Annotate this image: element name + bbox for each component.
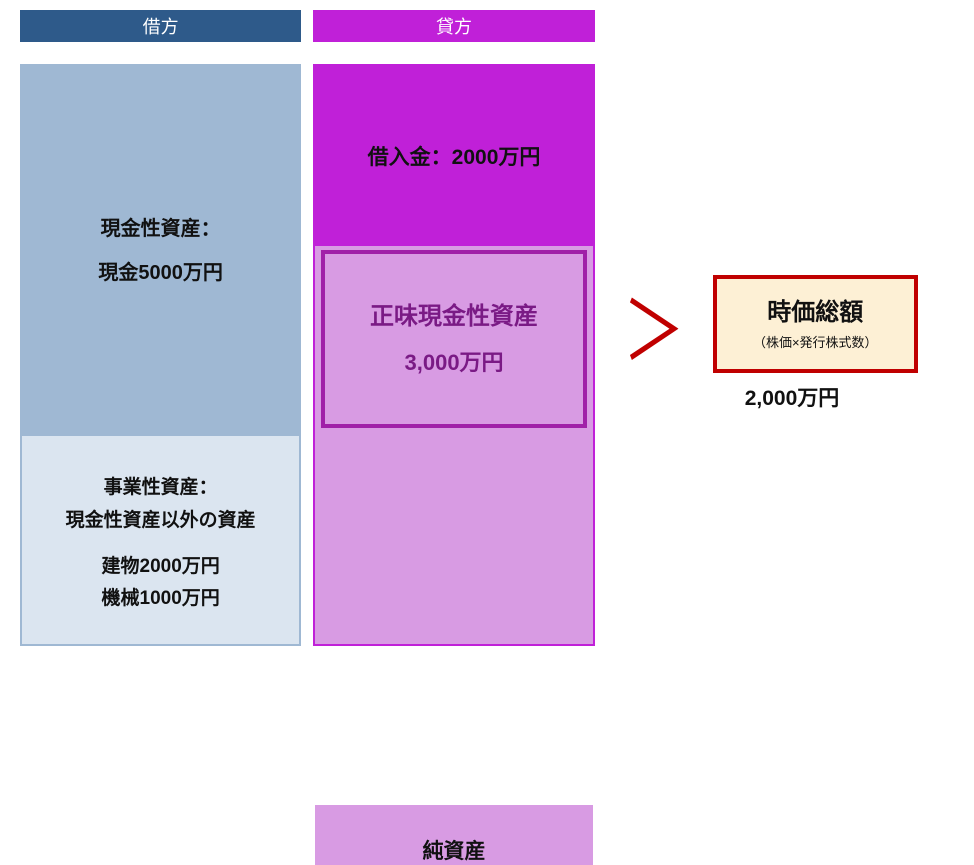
debit-body: 現金性資産： 現金5000万円 事業性資産： 現金性資産以外の資産 建物2000… <box>20 64 301 646</box>
greater-than-icon: ＞ <box>623 266 685 383</box>
right-column: ＞ 時価総額 （株価×発行株式数） 2,000万円 <box>605 10 954 646</box>
market-cap-box: 時価総額 （株価×発行株式数） <box>713 275 918 373</box>
market-cap-value: 2,000万円 <box>745 382 840 412</box>
debit-header: 借方 <box>20 10 301 42</box>
loan-block: 借入金：2000万円 <box>315 66 592 246</box>
business-assets-desc: 現金性資産以外の資産 <box>66 505 256 537</box>
net-cash-value: 3,000万円 <box>405 341 504 385</box>
debit-column: 借方 現金性資産： 現金5000万円 事業性資産： 現金性資産以外の資産 建物2… <box>20 10 301 646</box>
net-cash-label: 正味現金性資産 <box>370 293 538 341</box>
net-cash-block: 正味現金性資産 3,000万円 <box>321 250 586 428</box>
cash-assets-block: 現金性資産： 現金5000万円 <box>22 66 299 436</box>
net-assets-block: 純資産 <box>315 805 592 865</box>
credit-body: 借入金：2000万円 正味現金性資産 3,000万円 純資産 <box>313 64 594 646</box>
spacer <box>313 42 594 64</box>
market-cap-label: 時価総額 <box>767 294 863 332</box>
business-assets-block: 事業性資産： 現金性資産以外の資産 建物2000万円 機械1000万円 <box>22 436 299 644</box>
credit-header: 貸方 <box>313 10 594 42</box>
business-assets-label: 事業性資産： <box>104 472 218 504</box>
comparison-wrapper: ＞ 時価総額 （株価×発行株式数） <box>605 275 954 373</box>
market-cap-formula: （株価×発行株式数） <box>753 333 878 354</box>
cash-assets-label: 現金性資産： <box>101 207 221 251</box>
cash-assets-value: 現金5000万円 <box>98 251 223 295</box>
credit-column: 貸方 借入金：2000万円 正味現金性資産 3,000万円 純資産 <box>313 10 594 646</box>
spacer <box>20 42 301 64</box>
business-assets-item1: 建物2000万円 <box>102 551 220 583</box>
business-assets-item2: 機械1000万円 <box>102 583 220 615</box>
